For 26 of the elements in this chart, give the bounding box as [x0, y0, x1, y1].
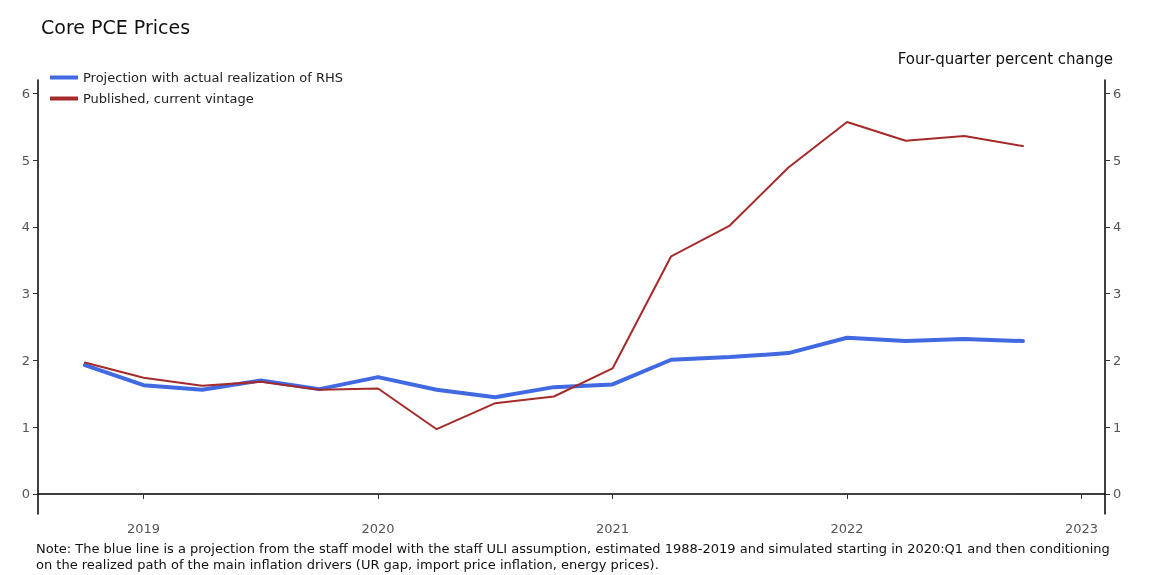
y-tick-label: 6 — [21, 85, 30, 101]
y-tick-label: 1 — [21, 419, 30, 435]
text: Note: The blue line is a projection from the staff model with the staff ULI assumption, estimated 1988-2019 and simulated starting in 2020:Q1 and then conditioning on the realized path of the main inflation drivers (UR gap, import price inflation, energy prices). — [36, 540, 1114, 572]
y2-tick-label: 0 — [1113, 486, 1122, 502]
y2-tick-label: 6 — [1113, 85, 1122, 101]
y-tick-label: 2 — [21, 352, 30, 368]
line-series — [82, 335, 1025, 400]
y-tick-label: 3 — [21, 286, 30, 302]
legend-label: Projection with actual realization of RHS — [83, 70, 344, 85]
y-tick-label: 0 — [21, 486, 30, 502]
x-tick-label: 2019 — [126, 521, 161, 536]
y2-tick-label: 2 — [1113, 352, 1122, 368]
y2-tick-label: 4 — [1113, 219, 1122, 235]
y-tick-label: 5 — [21, 152, 30, 168]
x-tick-label: 2021 — [595, 521, 630, 536]
legend-label: Published, current vintage — [83, 91, 254, 106]
y-tick-label: 4 — [21, 219, 30, 235]
x-tick-label: 2023 — [1065, 521, 1099, 536]
line-series — [83, 121, 1024, 431]
chart-title: Core PCE Prices — [41, 15, 191, 38]
y2-tick-label: 5 — [1113, 152, 1122, 168]
x-tick-label: 2022 — [830, 521, 864, 536]
x-tick-label: 2020 — [361, 521, 395, 536]
y2-tick-label: 3 — [1113, 286, 1122, 302]
y2-tick-label: 1 — [1113, 419, 1122, 435]
y2-axis-title: Four-quarter percent change — [897, 49, 1113, 68]
